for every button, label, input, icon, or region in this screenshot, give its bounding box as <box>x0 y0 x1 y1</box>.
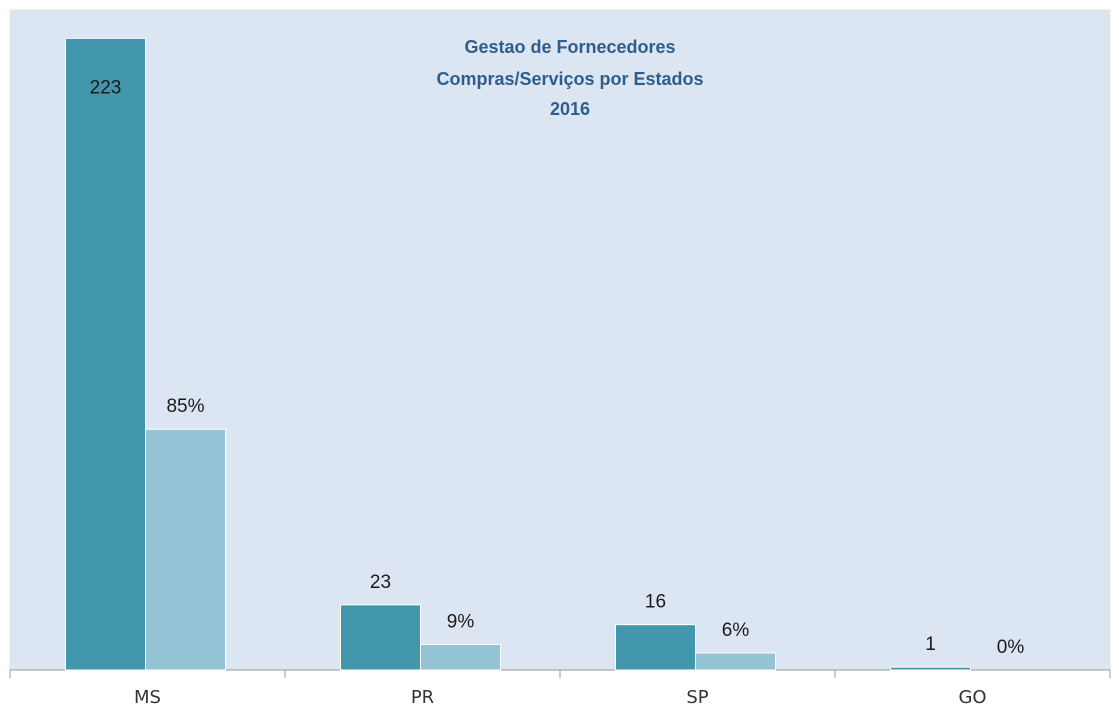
x-tick-label: PR <box>411 687 434 708</box>
bar <box>615 624 696 671</box>
data-label: 23 <box>370 572 391 593</box>
data-label: 0% <box>997 637 1025 658</box>
bar <box>340 604 421 671</box>
chart-title: 2016 <box>550 99 590 119</box>
data-label: 1 <box>925 634 936 655</box>
bar <box>890 666 971 671</box>
bar <box>695 652 776 671</box>
chart-title: Gestao de Fornecedores <box>464 37 675 57</box>
data-label: 85% <box>166 396 204 417</box>
data-label: 16 <box>645 592 666 613</box>
data-label: 223 <box>90 77 122 98</box>
bar <box>145 428 226 671</box>
x-tick-label: GO <box>958 687 986 708</box>
x-tick-label: SP <box>686 687 708 708</box>
bar <box>65 37 146 671</box>
x-tick-label: MS <box>134 687 161 708</box>
bar <box>420 644 501 671</box>
data-label: 6% <box>722 620 750 641</box>
chart-title: Compras/Serviços por Estados <box>436 69 703 89</box>
data-label: 9% <box>447 612 475 633</box>
